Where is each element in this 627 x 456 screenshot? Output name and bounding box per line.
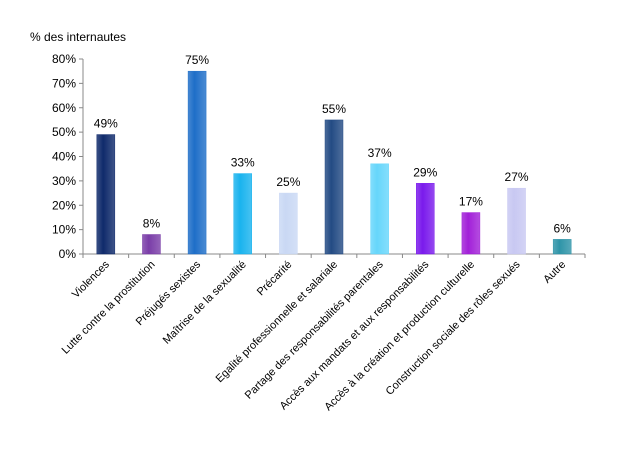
category-label-11: Autre bbox=[541, 259, 568, 286]
bar-4 bbox=[233, 173, 252, 255]
category-label-5: Précarité bbox=[255, 259, 295, 299]
data-label-2: 8% bbox=[143, 217, 161, 231]
y-tick-label: 60% bbox=[52, 101, 76, 115]
y-tick-label: 80% bbox=[52, 52, 76, 66]
data-label-7: 37% bbox=[368, 146, 392, 160]
data-label-5: 25% bbox=[276, 175, 300, 189]
y-tick-label: 0% bbox=[59, 247, 77, 261]
data-label-10: 27% bbox=[505, 170, 529, 184]
category-label-2: Lutte contre la prostitution bbox=[60, 259, 158, 357]
y-tick-label: 40% bbox=[52, 150, 76, 164]
y-tick-label: 50% bbox=[52, 125, 76, 139]
y-tick-label: 70% bbox=[52, 76, 76, 90]
bar-7 bbox=[370, 163, 389, 255]
bar-5 bbox=[279, 192, 298, 255]
data-label-6: 55% bbox=[322, 102, 346, 116]
data-label-1: 49% bbox=[94, 117, 118, 131]
category-label-4: Maîtrise de la sexualité bbox=[161, 259, 249, 347]
bar-11 bbox=[552, 239, 572, 255]
data-label-9: 17% bbox=[459, 195, 483, 209]
y-tick-label: 10% bbox=[52, 223, 76, 237]
bar-8 bbox=[416, 183, 435, 255]
bar-2 bbox=[142, 234, 161, 255]
bar-3 bbox=[187, 70, 207, 255]
bar-9 bbox=[461, 212, 481, 255]
bar-6 bbox=[324, 119, 344, 255]
data-label-3: 75% bbox=[185, 53, 209, 67]
y-axis-title: % des internautes bbox=[30, 30, 127, 44]
data-label-8: 29% bbox=[413, 165, 437, 179]
y-tick-label: 20% bbox=[52, 198, 76, 212]
bar-10 bbox=[507, 187, 526, 255]
data-label-4: 33% bbox=[231, 156, 255, 170]
category-label-1: Violences bbox=[70, 258, 112, 300]
y-tick-label: 30% bbox=[52, 174, 76, 188]
data-label-11: 6% bbox=[554, 221, 572, 235]
bar-1 bbox=[96, 134, 116, 255]
